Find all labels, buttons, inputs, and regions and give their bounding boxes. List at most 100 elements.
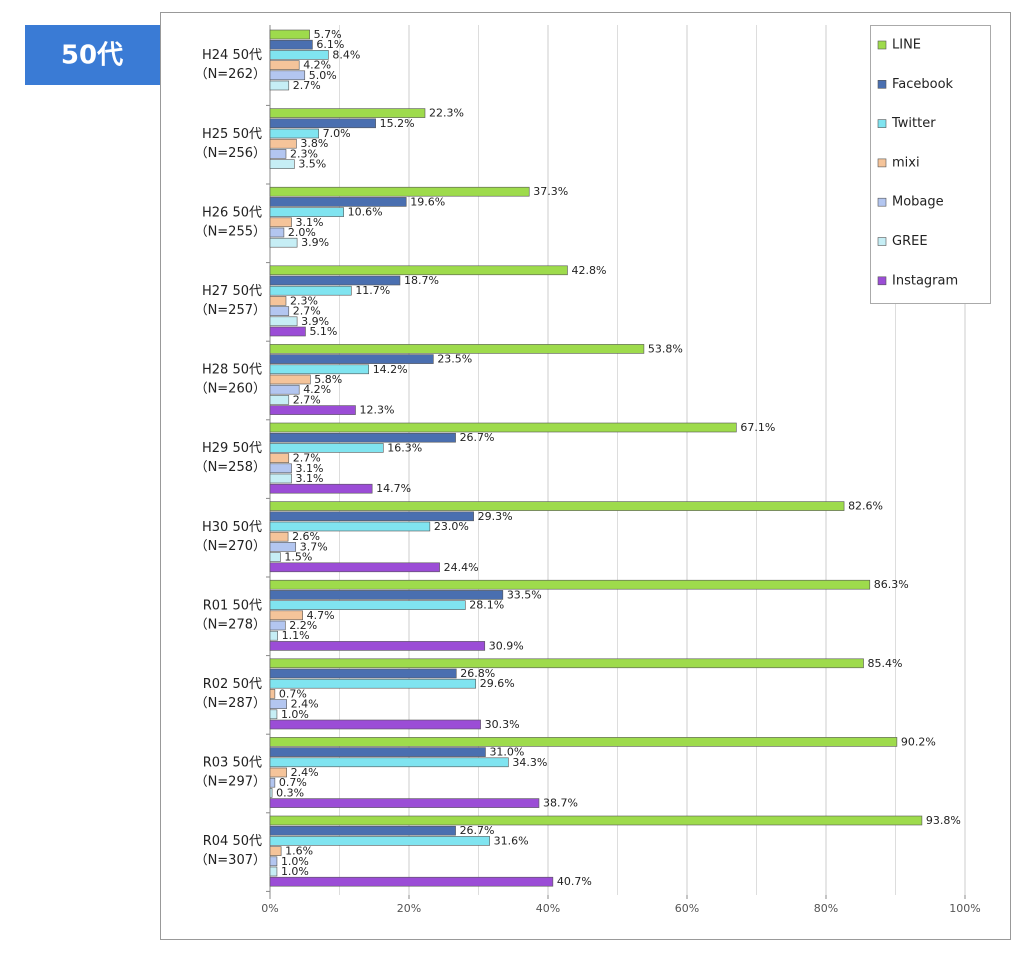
y-tick-sublabel: （N=297） — [195, 775, 266, 790]
bar — [269, 658, 864, 669]
value-label: 67.1% — [740, 421, 775, 434]
bar — [269, 463, 292, 474]
value-label: 3.1% — [296, 216, 324, 229]
value-label: 15.2% — [380, 117, 415, 130]
value-label: 14.7% — [376, 482, 411, 495]
legend-label: Twitter — [891, 116, 936, 131]
legend-label: Mobage — [892, 195, 944, 210]
x-tick-label: 60% — [675, 902, 699, 915]
y-tick-sublabel: （N=256） — [195, 146, 266, 161]
value-label: 3.9% — [301, 315, 329, 328]
bar — [269, 689, 276, 699]
value-label: 23.5% — [437, 353, 472, 366]
bar — [269, 747, 486, 757]
y-tick-sublabel: （N=307） — [195, 853, 266, 868]
value-label: 3.5% — [298, 158, 326, 171]
bar — [269, 197, 407, 207]
y-tick-sublabel: （N=255） — [195, 224, 266, 239]
value-label: 1.0% — [281, 708, 309, 721]
x-tick-label: 20% — [397, 902, 421, 915]
legend-label: GREE — [892, 234, 928, 249]
bar — [269, 207, 344, 217]
value-label: 37.3% — [533, 185, 568, 198]
value-label: 2.7% — [293, 79, 321, 92]
bar — [269, 531, 289, 542]
value-label: 18.7% — [404, 274, 439, 287]
bar — [269, 60, 300, 70]
legend-swatch — [877, 80, 887, 89]
y-tick-label: H25 50代 — [202, 127, 262, 142]
bar — [269, 590, 504, 600]
value-label: 93.8% — [926, 814, 961, 827]
bar — [269, 422, 737, 433]
bar — [269, 344, 645, 354]
bar — [269, 39, 313, 50]
value-label: 19.6% — [410, 195, 445, 208]
value-label: 5.1% — [309, 325, 337, 338]
bar — [269, 757, 509, 768]
value-label: 26.8% — [460, 667, 495, 680]
x-tick-label: 80% — [814, 902, 838, 915]
bar — [269, 846, 282, 856]
x-tick-label: 0% — [261, 902, 278, 915]
bar — [269, 678, 477, 689]
bar — [269, 159, 295, 169]
value-label: 86.3% — [874, 578, 909, 591]
bar — [269, 866, 278, 877]
bar — [269, 856, 278, 867]
value-label: 30.9% — [489, 639, 524, 652]
bar — [269, 579, 871, 590]
bar — [269, 552, 281, 562]
value-label: 26.7% — [460, 824, 495, 837]
value-label: 4.7% — [307, 609, 335, 622]
bar — [269, 562, 440, 573]
bar — [269, 265, 568, 276]
value-label: 10.6% — [348, 206, 383, 219]
value-label: 82.6% — [848, 500, 883, 513]
bar — [269, 118, 376, 129]
legend-label: LINE — [892, 38, 921, 53]
value-label: 2.4% — [291, 766, 319, 779]
value-label: 31.6% — [494, 834, 529, 847]
bar — [269, 542, 297, 552]
x-tick-label: 100% — [949, 902, 980, 915]
value-label: 40.7% — [557, 875, 592, 888]
legend-box — [870, 25, 991, 304]
bar — [269, 138, 297, 149]
bar — [269, 296, 287, 306]
bar — [269, 630, 278, 641]
value-label: 2.2% — [289, 619, 317, 632]
value-label: 34.3% — [512, 756, 547, 769]
value-label: 16.3% — [387, 441, 422, 454]
chart-frame — [160, 12, 1011, 940]
bar — [269, 306, 290, 316]
value-label: 3.1% — [296, 462, 324, 475]
value-label: 2.7% — [293, 393, 321, 406]
bar — [269, 227, 285, 238]
value-label: 42.8% — [571, 264, 606, 277]
bar — [269, 374, 311, 385]
y-tick-label: R01 50代 — [203, 598, 262, 613]
bar — [269, 275, 401, 286]
value-label: 53.8% — [648, 342, 683, 355]
bar — [269, 80, 290, 91]
value-label: 23.0% — [434, 520, 469, 533]
bar — [269, 620, 286, 631]
bar — [269, 836, 490, 846]
bar — [269, 815, 923, 826]
chart-title: 50代 — [61, 41, 123, 71]
bar — [269, 217, 292, 228]
legend-swatch — [877, 197, 887, 207]
bar — [269, 610, 303, 621]
bar — [269, 453, 290, 463]
bar — [269, 501, 845, 511]
bar — [269, 788, 273, 798]
legend-swatch — [877, 276, 887, 286]
value-label: 29.6% — [480, 677, 515, 690]
bar — [269, 395, 290, 405]
bar — [269, 149, 287, 159]
bar — [269, 432, 456, 443]
bar — [269, 237, 298, 248]
value-label: 33.5% — [507, 588, 542, 601]
